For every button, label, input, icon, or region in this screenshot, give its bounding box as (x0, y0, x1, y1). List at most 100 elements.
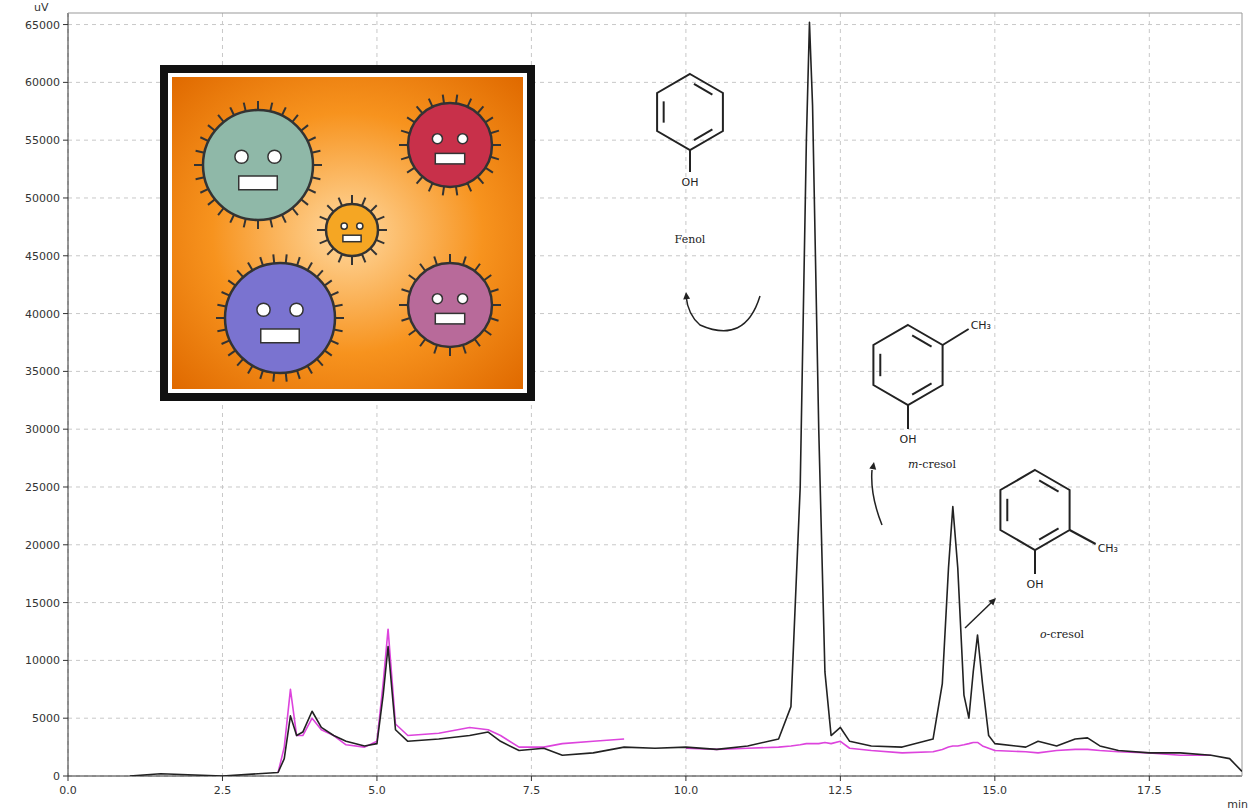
germ-body (225, 263, 335, 373)
germ-spike (330, 292, 338, 296)
germ-spike (484, 330, 491, 335)
tick-mark (1149, 776, 1150, 781)
inset-cartoon (160, 65, 535, 401)
germ-spike (285, 254, 288, 263)
arrow (965, 602, 992, 628)
germ-spike (407, 117, 415, 122)
germ-spike (230, 107, 234, 115)
y-tick-label: 5000 (32, 712, 60, 725)
tick-mark (840, 776, 841, 781)
bond (907, 405, 909, 429)
germ-eye (432, 294, 442, 304)
germ-spike (467, 183, 471, 191)
germ-spike (492, 304, 501, 306)
tick-mark (685, 776, 686, 781)
grid-line (68, 776, 1242, 777)
germ-spike (237, 270, 243, 277)
group-label: OH (1027, 578, 1044, 591)
annotations: OHFenolOHCH₃m-cresolOHCH₃o-cresol (657, 74, 1118, 641)
series-line (130, 22, 1242, 776)
germ-spike (317, 270, 323, 277)
germ-spike (248, 263, 253, 271)
germ-spike (327, 205, 333, 211)
germ-spike (282, 107, 286, 115)
tick-mark (63, 82, 68, 83)
bond (1070, 530, 1096, 544)
germ-spike (317, 359, 323, 366)
tick-mark (63, 24, 68, 25)
germ-spike (308, 263, 313, 271)
arrow (872, 470, 882, 525)
germ-eye (458, 134, 468, 144)
germ-spike (420, 339, 425, 346)
germ-spike (467, 99, 471, 107)
tick-mark (531, 776, 532, 781)
germ-spike (443, 95, 444, 104)
germ-spike (339, 198, 342, 206)
germ-spike (401, 318, 410, 321)
double-bond (1006, 499, 1008, 521)
germ-spike (362, 254, 365, 262)
tick-mark (222, 776, 223, 781)
germ-spike (409, 275, 416, 280)
compound-name: Fenol (675, 233, 706, 246)
germ-spike (308, 366, 313, 374)
series-group (130, 22, 1242, 776)
germ-spike (297, 370, 300, 379)
grid-line (68, 24, 1242, 25)
double-bond (912, 383, 931, 394)
germ-spike (222, 292, 230, 296)
frame-right (1242, 13, 1243, 776)
germ-spike (475, 339, 480, 346)
germ-spike (196, 151, 205, 153)
germ-spike (485, 168, 493, 173)
grid (68, 13, 1242, 776)
germ-spike (401, 289, 410, 292)
germ-spike (320, 217, 328, 220)
germ (216, 254, 344, 381)
benzene-ring (1000, 470, 1069, 550)
germ-spike (351, 256, 353, 265)
germ-spike (378, 229, 387, 231)
tick-mark (63, 371, 68, 372)
germ-eye (235, 150, 248, 163)
grid-line (68, 429, 1242, 430)
germ-spike (401, 157, 410, 160)
grid-line (68, 544, 1242, 545)
germ-body (408, 103, 492, 187)
y-tick-label: 15000 (25, 597, 60, 610)
germ-eye (357, 223, 363, 229)
germ-spike (334, 305, 343, 307)
group-label: OH (900, 433, 917, 446)
grid-line (685, 13, 686, 776)
germ-spike (490, 131, 499, 134)
germ-spike (217, 329, 226, 331)
germ-spike (456, 95, 457, 104)
germ-spike (292, 115, 298, 122)
group-label: CH₃ (1098, 542, 1118, 555)
germ-spike (257, 101, 259, 110)
arrow (686, 296, 760, 331)
grid-line (68, 602, 1242, 603)
germ-eye (341, 223, 347, 229)
arrow-head (988, 598, 996, 606)
tick-mark (63, 255, 68, 256)
germ-eye (458, 294, 468, 304)
germ-spike (260, 370, 263, 379)
chart: 0.02.55.07.510.012.515.017.5050001000015… (0, 0, 1252, 812)
germ-body (203, 110, 313, 220)
tick-mark (63, 140, 68, 141)
germ-spike (208, 125, 215, 131)
inset-frame (160, 65, 535, 401)
germ-body (326, 204, 378, 256)
tick-mark (63, 197, 68, 198)
germ-spike (218, 115, 224, 122)
tick-mark (63, 602, 68, 603)
germ-eye (268, 150, 281, 163)
group-label: OH (682, 176, 699, 189)
germ-spike (490, 157, 499, 160)
germ-spike (301, 199, 308, 205)
y-axis (68, 13, 69, 776)
y-tick-label: 10000 (25, 654, 60, 667)
germ (194, 101, 322, 229)
